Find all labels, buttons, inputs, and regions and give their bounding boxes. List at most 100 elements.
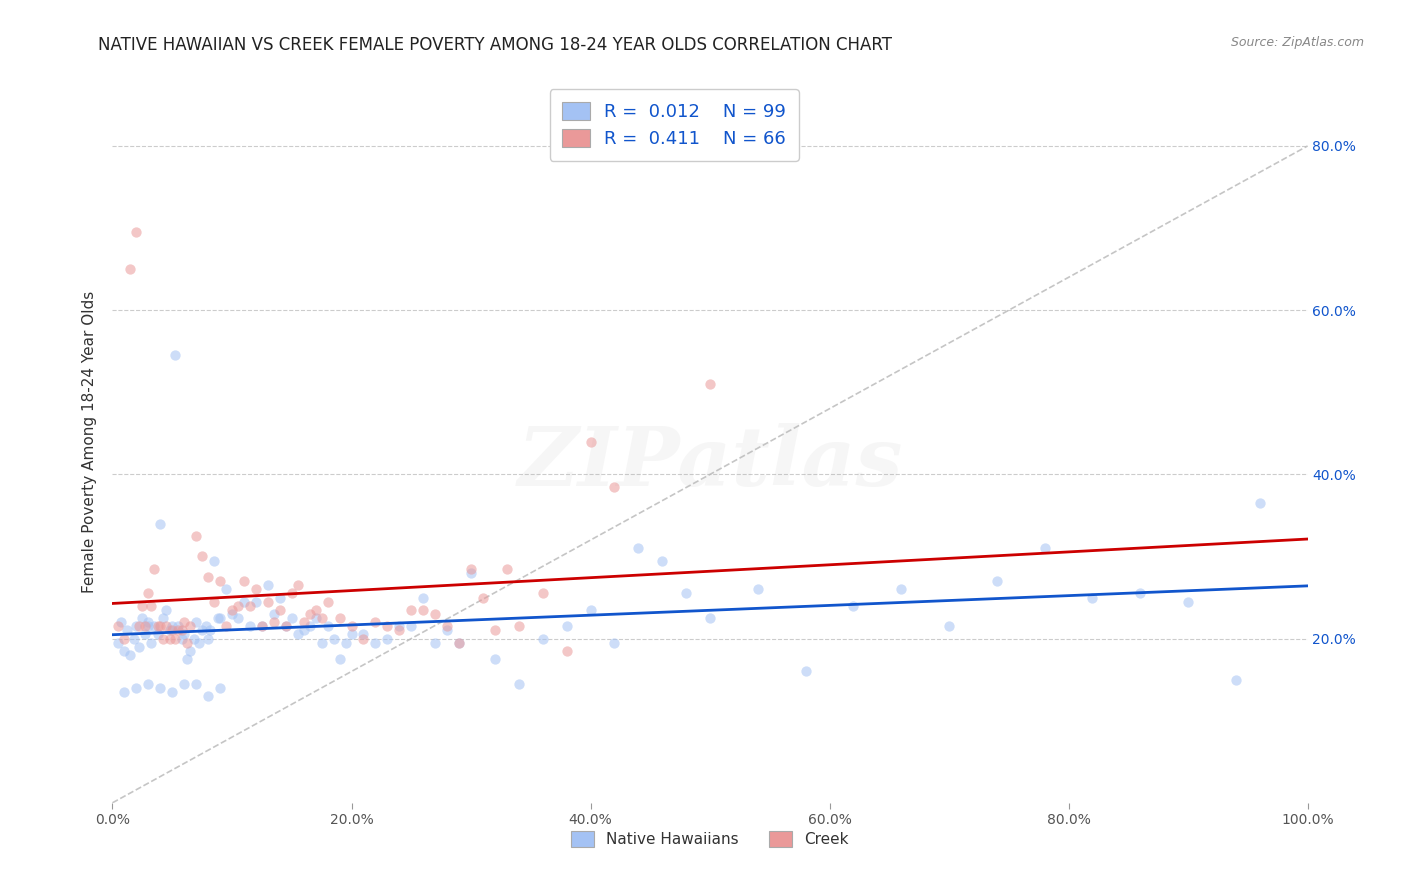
Point — [1249, 496, 1271, 510]
Point — [436, 619, 458, 633]
Point — [340, 619, 363, 633]
Point — [531, 632, 554, 646]
Point — [128, 640, 150, 654]
Point — [138, 677, 160, 691]
Point — [436, 624, 458, 638]
Point — [128, 619, 150, 633]
Point — [579, 434, 602, 449]
Point — [316, 619, 339, 633]
Point — [250, 619, 273, 633]
Point — [139, 599, 162, 613]
Point — [107, 636, 129, 650]
Point — [110, 615, 132, 630]
Point — [215, 619, 238, 633]
Point — [257, 594, 280, 608]
Point — [292, 624, 315, 638]
Point — [209, 681, 232, 695]
Point — [472, 591, 495, 605]
Point — [401, 619, 423, 633]
Point — [675, 586, 697, 600]
Point — [316, 594, 339, 608]
Point — [149, 681, 172, 695]
Point — [555, 644, 578, 658]
Point — [335, 636, 357, 650]
Point — [986, 574, 1008, 588]
Point — [938, 619, 960, 633]
Point — [149, 619, 172, 633]
Point — [226, 611, 249, 625]
Point — [311, 636, 333, 650]
Point — [531, 586, 554, 600]
Point — [146, 619, 169, 633]
Point — [305, 603, 328, 617]
Point — [131, 599, 153, 613]
Point — [202, 594, 225, 608]
Point — [163, 348, 186, 362]
Point — [651, 553, 673, 567]
Point — [152, 611, 174, 625]
Point — [187, 636, 209, 650]
Point — [139, 636, 162, 650]
Point — [603, 636, 626, 650]
Point — [287, 627, 309, 641]
Point — [603, 480, 626, 494]
Point — [311, 611, 333, 625]
Point — [114, 644, 135, 658]
Point — [170, 632, 193, 646]
Point — [209, 574, 232, 588]
Point — [155, 603, 177, 617]
Point — [292, 615, 315, 630]
Point — [627, 541, 650, 556]
Point — [329, 652, 352, 666]
Point — [162, 624, 183, 638]
Point — [200, 624, 222, 638]
Point — [179, 644, 201, 658]
Point — [1177, 594, 1199, 608]
Point — [579, 603, 602, 617]
Point — [233, 574, 256, 588]
Point — [143, 619, 166, 633]
Point — [364, 636, 387, 650]
Point — [107, 619, 129, 633]
Point — [138, 586, 160, 600]
Point — [388, 624, 411, 638]
Point — [305, 611, 328, 625]
Point — [460, 562, 482, 576]
Point — [281, 611, 304, 625]
Point — [194, 619, 217, 633]
Point — [138, 615, 160, 630]
Point — [221, 603, 243, 617]
Point — [269, 591, 291, 605]
Point — [143, 562, 166, 576]
Point — [699, 377, 721, 392]
Point — [202, 553, 225, 567]
Point — [377, 632, 399, 646]
Point — [484, 624, 506, 638]
Point — [412, 591, 434, 605]
Point — [191, 549, 214, 564]
Point — [233, 594, 256, 608]
Point — [173, 627, 195, 641]
Y-axis label: Female Poverty Among 18-24 Year Olds: Female Poverty Among 18-24 Year Olds — [82, 291, 97, 592]
Point — [1033, 541, 1056, 556]
Point — [114, 685, 135, 699]
Point — [460, 566, 482, 580]
Point — [152, 632, 174, 646]
Point — [207, 611, 229, 625]
Point — [1081, 591, 1104, 605]
Point — [162, 685, 183, 699]
Point — [146, 627, 169, 641]
Point — [250, 619, 273, 633]
Point — [149, 516, 172, 531]
Point — [412, 603, 434, 617]
Point — [197, 632, 219, 646]
Point — [425, 636, 447, 650]
Legend: Native Hawaiians, Creek: Native Hawaiians, Creek — [565, 825, 855, 853]
Point — [131, 611, 153, 625]
Text: Source: ZipAtlas.com: Source: ZipAtlas.com — [1230, 36, 1364, 49]
Text: NATIVE HAWAIIAN VS CREEK FEMALE POVERTY AMONG 18-24 YEAR OLDS CORRELATION CHART: NATIVE HAWAIIAN VS CREEK FEMALE POVERTY … — [98, 36, 893, 54]
Point — [287, 578, 309, 592]
Point — [162, 619, 183, 633]
Point — [364, 615, 387, 630]
Point — [155, 619, 177, 633]
